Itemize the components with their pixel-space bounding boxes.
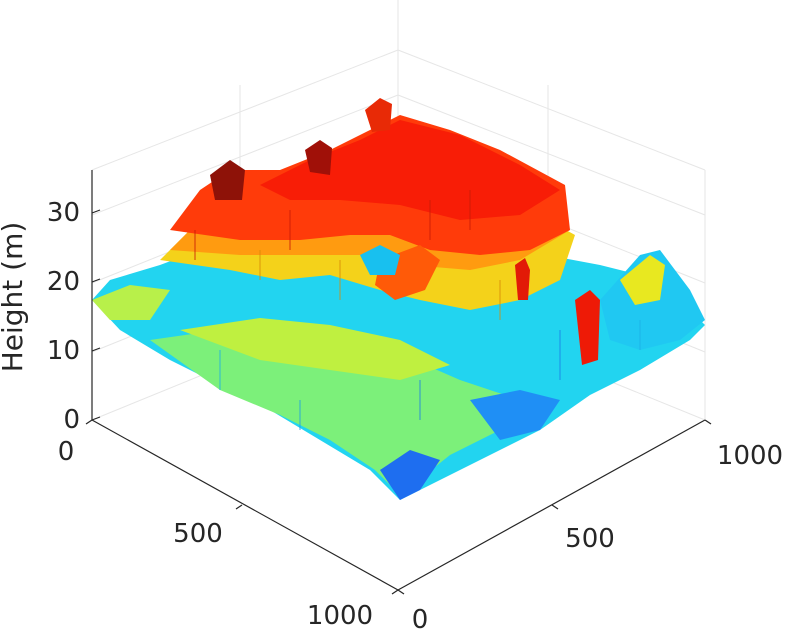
axes-box: [85, 170, 712, 595]
x-tick-label: 500: [565, 524, 615, 554]
y-axis-line: [91, 419, 399, 591]
z-tick-label: 0: [63, 405, 80, 435]
terrain-surface: [92, 98, 705, 500]
z-axis-label: Height (m): [0, 222, 29, 373]
y-tick-label: 500: [173, 519, 223, 549]
y-tick-label: 1000: [307, 601, 373, 630]
x-tick-label: 1000: [717, 441, 783, 471]
x-tick-label: 0: [412, 605, 429, 630]
y-tick-label: 0: [58, 437, 75, 467]
x-axis-line: [397, 419, 706, 591]
z-tick-label: 10: [47, 336, 80, 366]
z-tick-label: 30: [47, 198, 80, 228]
z-tick-label: 20: [47, 267, 80, 297]
tick-labels: 30 20 10 0 0 500 1000 0 500 1000: [47, 198, 783, 634]
